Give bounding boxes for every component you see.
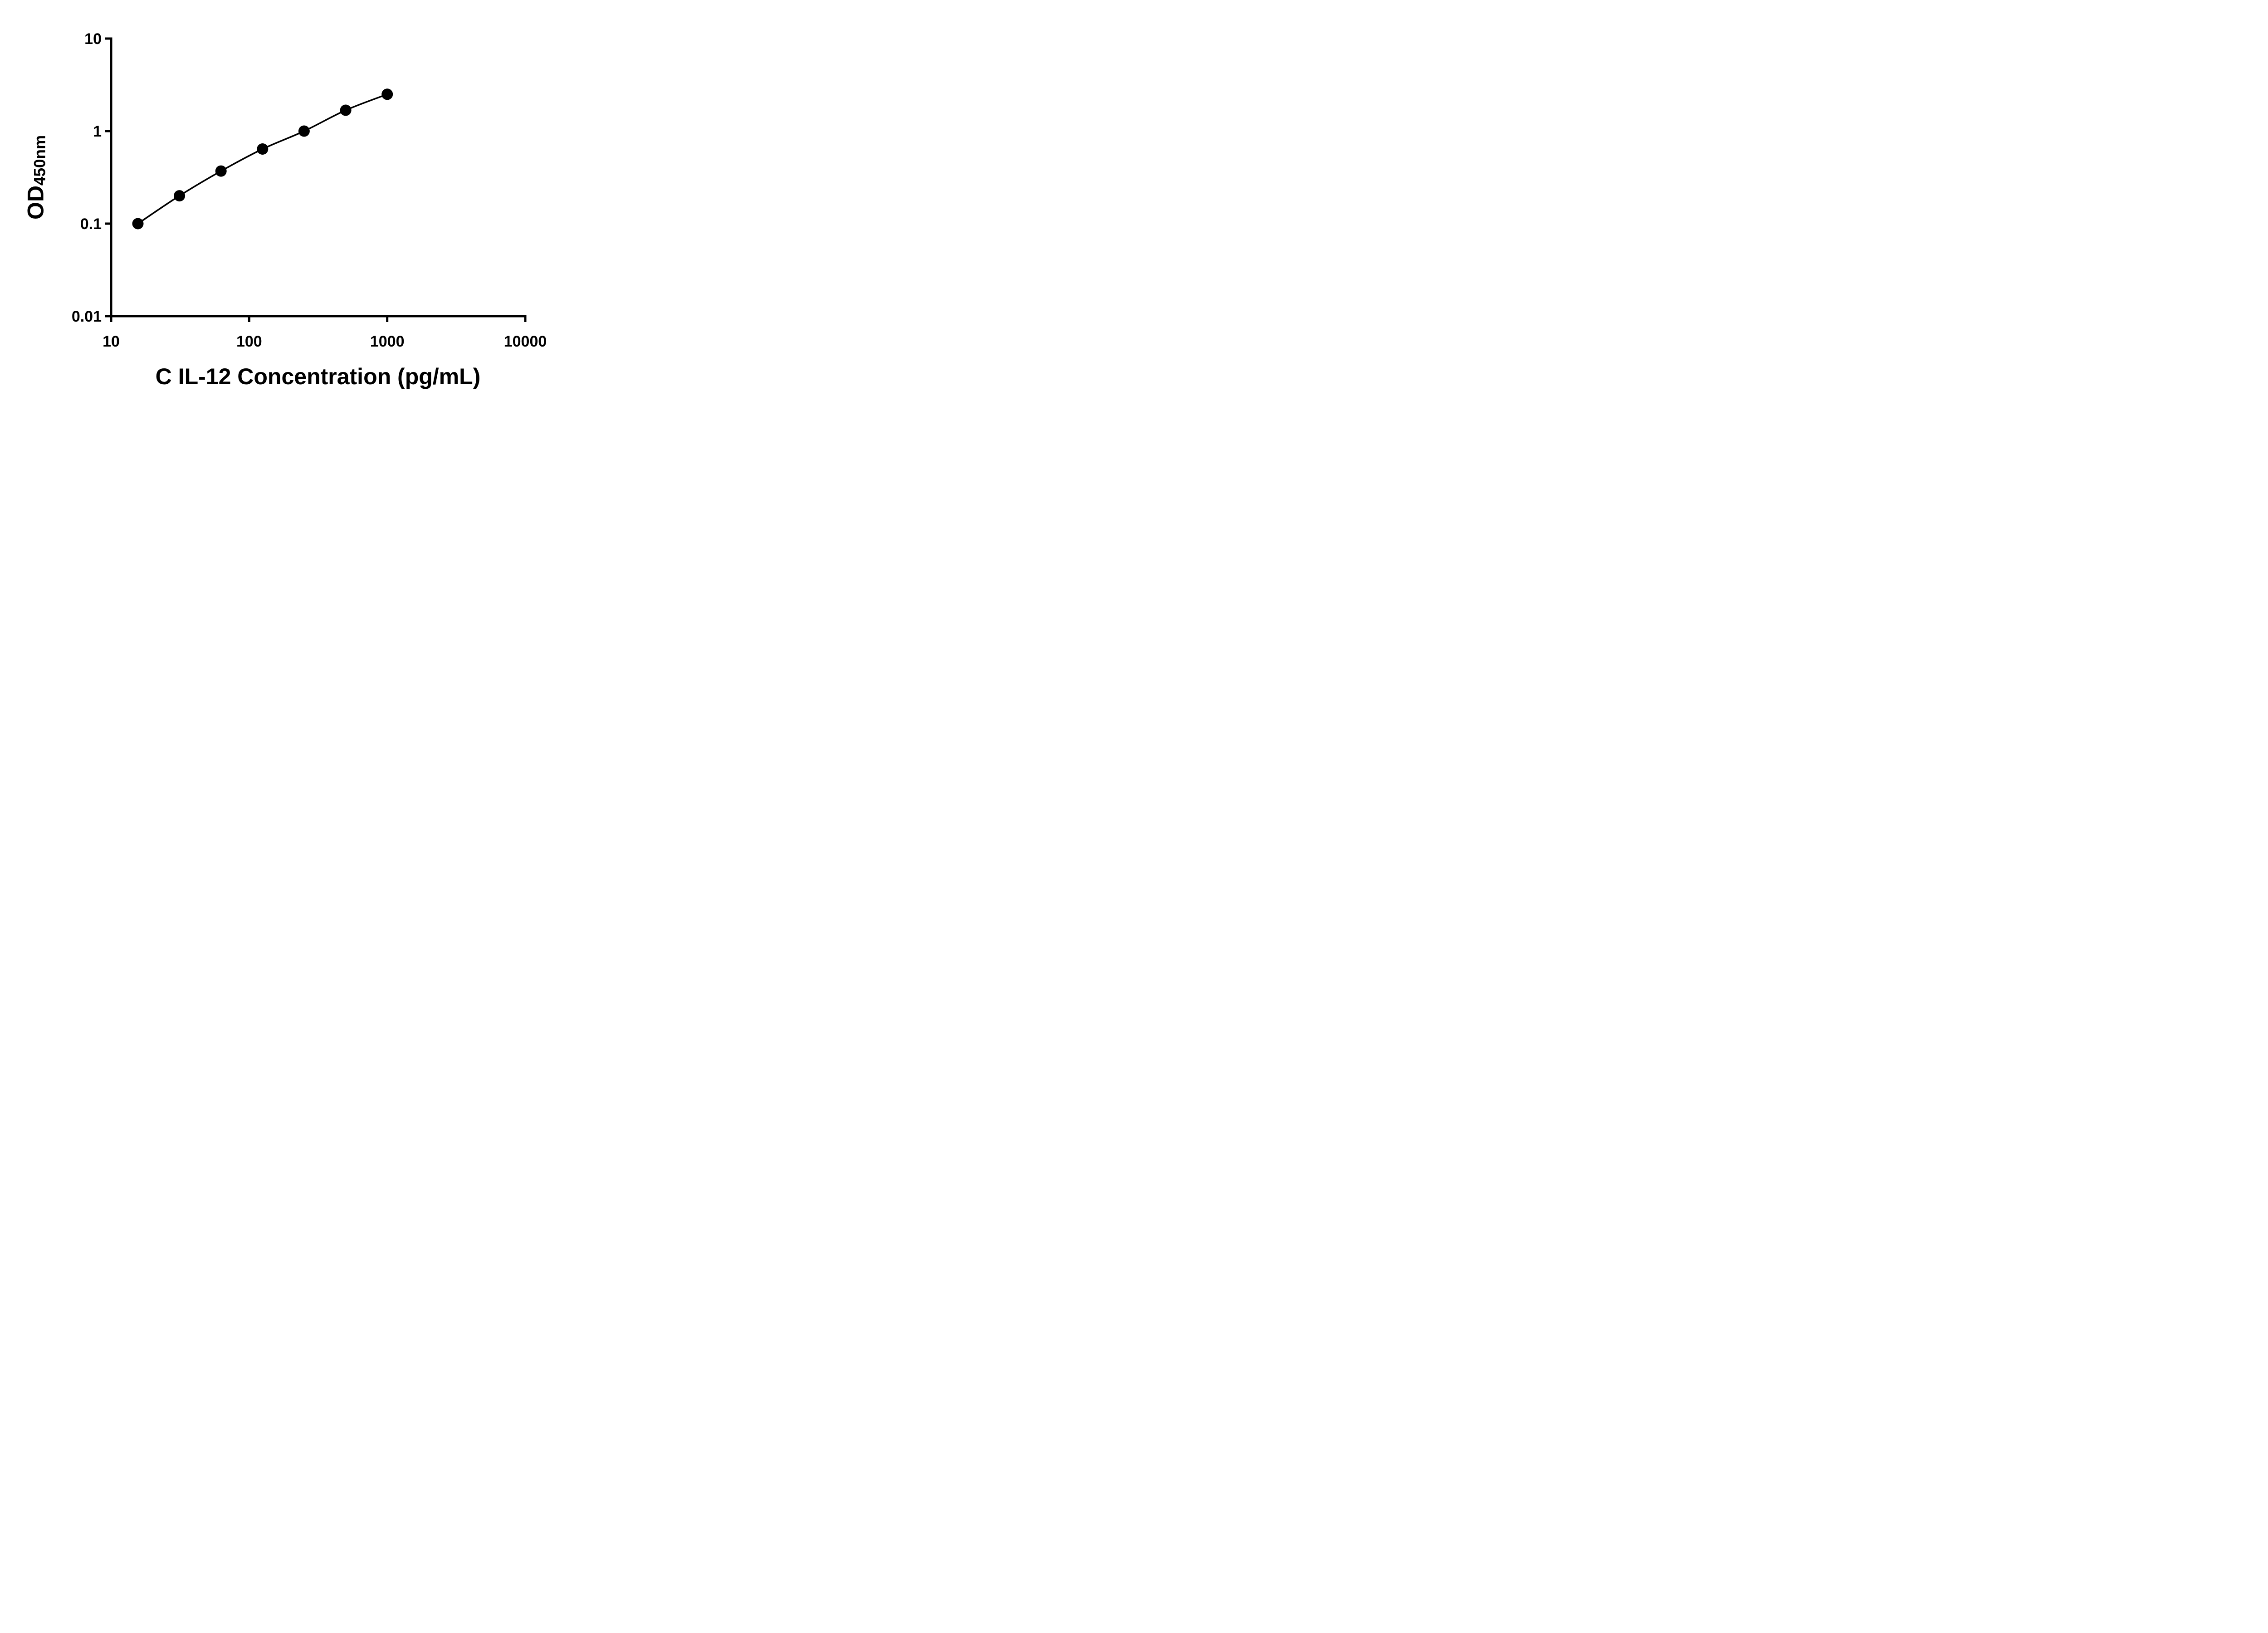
data-point-marker [340,104,352,116]
data-point-marker [215,165,227,177]
standard-curve-chart: 10 100 1000 10000 0.01 0.1 1 10 [72,30,547,350]
y-axis-title: OD450nm [22,135,49,220]
y-tick-label: 0.1 [80,215,102,233]
data-point-marker [381,88,393,100]
x-tick-label: 1000 [370,333,405,350]
data-point-marker [132,218,144,230]
x-tick-label: 10 [103,333,120,350]
data-point-marker [298,125,310,137]
data-point-marker [257,143,269,155]
elisa-standard-curve-figure: 10 100 1000 10000 0.01 0.1 1 10 C IL-12 Concent… [0,0,583,408]
data-point-marker [174,190,186,202]
x-tick-label: 100 [236,333,262,350]
x-axis-title: C IL-12 Concentration (pg/mL) [155,364,481,389]
y-axis-title-sub: 450nm [31,135,49,186]
y-tick-label: 0.01 [72,308,102,325]
y-axis-title-main: OD [23,185,49,220]
y-tick-label: 1 [93,123,102,140]
x-tick-label: 10000 [504,333,547,350]
y-tick-label: 10 [84,30,102,48]
axes-spines [110,37,527,318]
